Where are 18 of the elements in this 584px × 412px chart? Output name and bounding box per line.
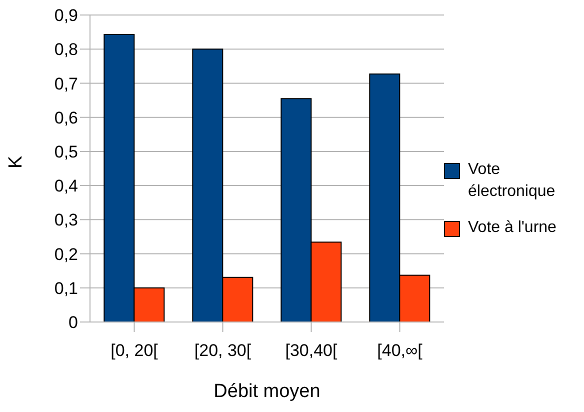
x-tick-label: [40,∞[ [377,341,423,360]
x-tick-label: [0, 20[ [110,341,158,360]
y-axis-title: K [6,156,27,168]
y-tick-label: 0,8 [54,40,78,60]
legend-label: Vote électronique [468,160,556,202]
y-tick-label: 0 [68,313,78,332]
y-tick-label: 0,3 [54,210,78,230]
y-tick-label: 0,7 [54,74,78,94]
y-tick-label: 0,1 [54,278,78,298]
x-tick-label: [20, 30[ [194,341,252,360]
y-tick-label: 0,2 [54,244,78,264]
legend-label: Vote à l'urne [468,218,558,238]
y-tick-label: 0,4 [54,176,78,196]
y-tick-label: 0,6 [54,108,78,128]
x-tick-label: [30,40[ [285,341,338,360]
x-axis-title: Débit moyen [214,381,320,402]
y-tick-label: 0,9 [54,6,78,26]
y-tick-label: 0,5 [54,142,78,162]
